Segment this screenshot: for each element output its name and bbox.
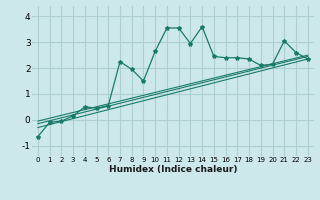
X-axis label: Humidex (Indice chaleur): Humidex (Indice chaleur) xyxy=(108,165,237,174)
